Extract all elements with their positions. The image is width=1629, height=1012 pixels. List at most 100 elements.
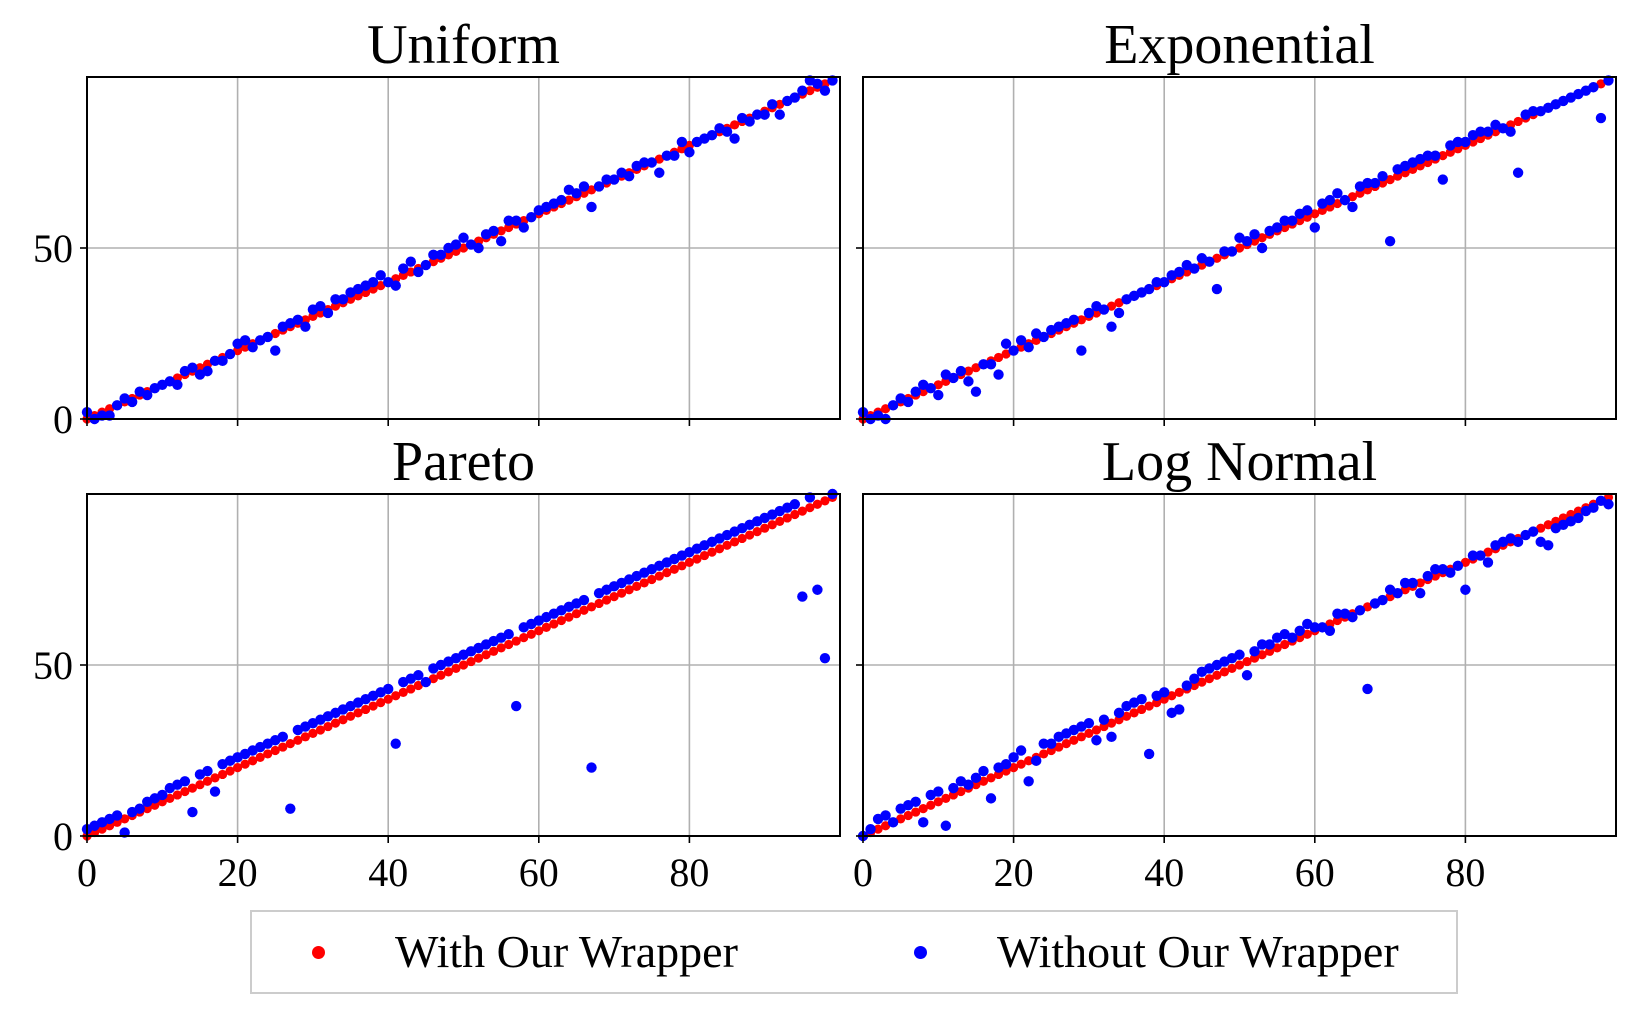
- data-point-with-wrapper: [300, 732, 310, 742]
- data-point-with-wrapper: [1039, 749, 1049, 759]
- data-point-without-wrapper: [1023, 341, 1034, 353]
- data-point-without-wrapper: [1076, 345, 1087, 356]
- data-point-with-wrapper: [458, 660, 469, 670]
- data-point-with-wrapper: [489, 646, 499, 656]
- data-point-with-wrapper: [692, 554, 702, 564]
- data-point-with-wrapper: [248, 756, 258, 766]
- data-point-with-wrapper: [481, 650, 491, 660]
- data-point-without-wrapper: [1460, 584, 1471, 595]
- legend-entry-without-wrapper: Without Our Wrapper: [914, 912, 1399, 992]
- data-point-without-wrapper: [1603, 499, 1614, 510]
- data-point-with-wrapper: [353, 708, 363, 718]
- data-point-with-wrapper: [293, 735, 303, 745]
- data-point-without-wrapper: [217, 355, 228, 367]
- data-point-without-wrapper: [1068, 314, 1080, 326]
- data-point-with-wrapper: [971, 363, 981, 373]
- subplot-title: Exponential: [1104, 14, 1375, 76]
- y-tick-label: 0: [53, 397, 73, 442]
- data-point-without-wrapper: [646, 157, 657, 168]
- data-point-with-wrapper: [978, 776, 989, 786]
- subplot: Log Normal 0 20 40 60 80: [853, 431, 1617, 895]
- data-point-without-wrapper: [623, 170, 635, 182]
- data-point-without-wrapper: [1287, 215, 1298, 226]
- data-point-without-wrapper: [1588, 82, 1599, 93]
- data-point-without-wrapper: [157, 789, 168, 801]
- data-point-with-wrapper: [1242, 656, 1252, 667]
- data-point-without-wrapper: [676, 136, 688, 148]
- data-point-without-wrapper: [322, 307, 334, 319]
- data-point-with-wrapper: [677, 561, 687, 571]
- data-point-with-wrapper: [699, 550, 710, 561]
- data-point-with-wrapper: [255, 752, 265, 762]
- data-point-without-wrapper: [330, 294, 341, 305]
- data-point-with-wrapper: [308, 728, 318, 739]
- data-point-without-wrapper: [797, 591, 808, 602]
- data-point-without-wrapper: [1000, 758, 1012, 770]
- data-point-without-wrapper: [1204, 256, 1215, 267]
- data-point-without-wrapper: [789, 92, 801, 103]
- data-point-without-wrapper: [1008, 752, 1019, 763]
- data-point-without-wrapper: [503, 215, 514, 226]
- data-point-without-wrapper: [511, 215, 522, 226]
- data-point-without-wrapper: [1527, 526, 1539, 537]
- data-point-without-wrapper: [902, 396, 914, 408]
- data-point-with-wrapper: [669, 564, 679, 574]
- data-point-without-wrapper: [819, 85, 831, 96]
- data-point-without-wrapper: [458, 232, 469, 243]
- data-point-without-wrapper: [880, 810, 891, 821]
- data-point-without-wrapper: [111, 810, 123, 821]
- data-point-without-wrapper: [639, 157, 650, 168]
- data-point-without-wrapper: [963, 779, 974, 790]
- data-point-without-wrapper: [948, 372, 959, 384]
- subplot: Pareto 0 20 40 60 80 0 50: [33, 431, 841, 895]
- data-point-without-wrapper: [1189, 673, 1200, 684]
- data-point-without-wrapper: [1482, 126, 1494, 137]
- data-point-with-wrapper: [1536, 523, 1546, 533]
- points-layer: [857, 492, 1614, 842]
- data-point-without-wrapper: [420, 259, 432, 271]
- x-tick-label: 0: [853, 850, 873, 895]
- data-point-with-wrapper: [1144, 701, 1154, 711]
- data-point-with-wrapper: [406, 684, 416, 694]
- data-point-with-wrapper: [263, 749, 273, 759]
- data-point-with-wrapper: [1106, 718, 1117, 728]
- data-point-without-wrapper: [1211, 283, 1223, 295]
- data-point-without-wrapper: [1347, 611, 1358, 623]
- data-point-without-wrapper: [933, 786, 944, 797]
- y-tick-label: 50: [33, 643, 73, 688]
- data-point-with-wrapper: [873, 824, 883, 834]
- data-point-without-wrapper: [1181, 680, 1192, 691]
- data-point-with-wrapper: [775, 99, 785, 109]
- data-point-without-wrapper: [1377, 594, 1388, 606]
- data-point-without-wrapper: [654, 167, 665, 178]
- data-point-without-wrapper: [134, 803, 145, 814]
- data-point-without-wrapper: [684, 147, 695, 158]
- data-point-with-wrapper: [820, 496, 830, 506]
- data-point-without-wrapper: [1241, 670, 1253, 681]
- data-point-with-wrapper: [1219, 667, 1230, 677]
- data-point-with-wrapper: [880, 821, 891, 831]
- data-point-without-wrapper: [1083, 307, 1095, 319]
- data-point-with-wrapper: [1114, 298, 1124, 308]
- data-point-without-wrapper: [963, 376, 974, 387]
- data-point-with-wrapper: [722, 540, 732, 550]
- data-point-without-wrapper: [578, 181, 590, 192]
- data-point-with-wrapper: [797, 506, 807, 516]
- data-point-with-wrapper: [1121, 711, 1132, 721]
- data-point-with-wrapper: [767, 520, 777, 530]
- data-point-without-wrapper: [1339, 194, 1351, 206]
- data-point-with-wrapper: [933, 797, 943, 807]
- data-point-without-wrapper: [187, 362, 198, 373]
- data-point-with-wrapper: [911, 807, 921, 817]
- data-point-with-wrapper: [330, 718, 341, 728]
- data-point-without-wrapper: [247, 341, 258, 353]
- data-point-with-wrapper: [956, 786, 966, 797]
- data-point-without-wrapper: [1256, 639, 1268, 650]
- data-point-with-wrapper: [1234, 243, 1245, 253]
- data-point-without-wrapper: [1437, 174, 1449, 185]
- data-point-with-wrapper: [376, 698, 386, 708]
- data-point-without-wrapper: [1279, 215, 1290, 226]
- data-point-without-wrapper: [1512, 536, 1524, 548]
- data-point-without-wrapper: [706, 129, 718, 141]
- data-point-without-wrapper: [1369, 177, 1381, 189]
